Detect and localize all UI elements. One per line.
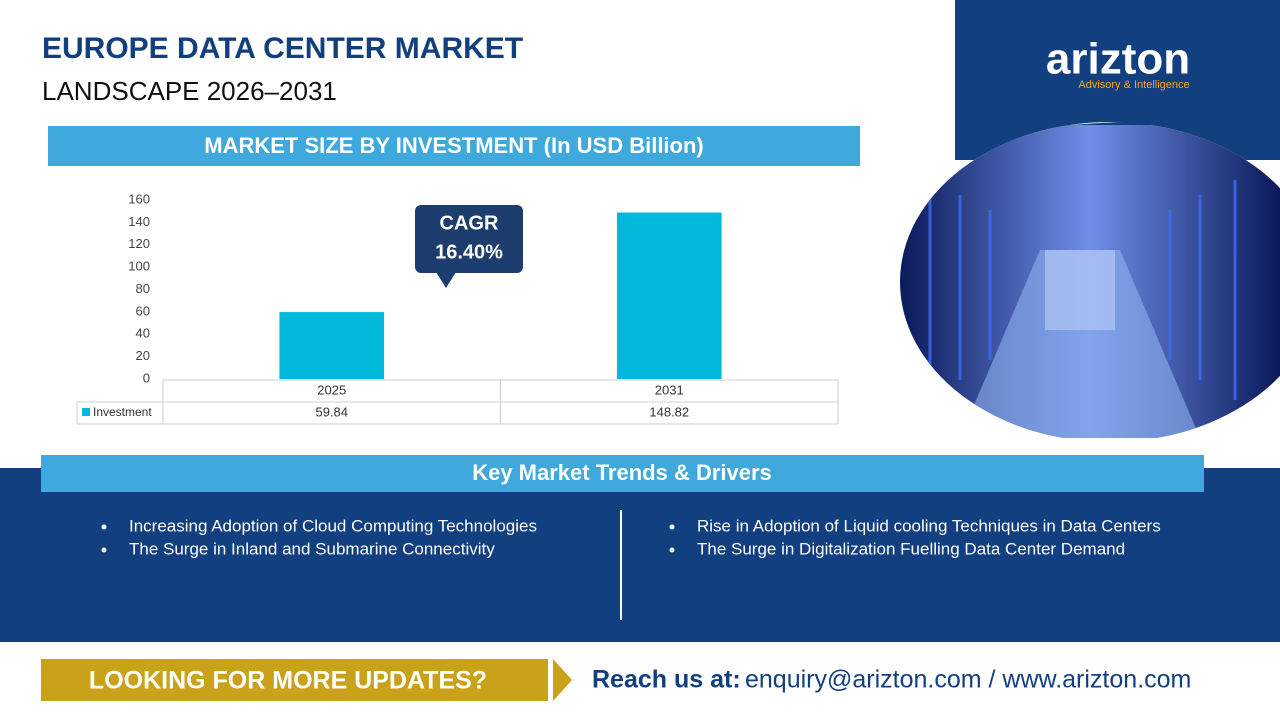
title: EUROPE DATA CENTER MARKET <box>42 32 523 65</box>
server-photo <box>900 122 1280 440</box>
trends-list: Increasing Adoption of Cloud Computing T… <box>101 516 1161 558</box>
y-tick-label: 120 <box>128 236 150 251</box>
cagr-value: 16.40% <box>435 241 503 263</box>
photo-frame <box>955 121 1280 160</box>
bullet <box>669 547 675 553</box>
y-tick-label: 160 <box>128 191 150 206</box>
bar <box>279 312 385 379</box>
chart-title: MARKET SIZE BY INVESTMENT (In USD Billio… <box>204 133 704 158</box>
y-tick-label: 100 <box>128 259 150 274</box>
y-tick-label: 20 <box>136 348 150 363</box>
table-value: 59.84 <box>315 404 348 419</box>
contact-details: enquiry@arizton.com / www.arizton.com <box>745 666 1191 694</box>
subtitle: LANDSCAPE 2026–2031 <box>42 76 337 106</box>
trends-title-bar <box>41 455 1204 492</box>
trend-item: Increasing Adoption of Cloud Computing T… <box>129 516 537 535</box>
x-tick-label: 2025 <box>317 382 346 397</box>
y-tick-label: 0 <box>143 370 150 385</box>
logo-name: arizton <box>1046 35 1190 84</box>
bullet <box>669 524 675 530</box>
cta-arrow <box>553 659 572 701</box>
y-tick-label: 140 <box>128 214 150 229</box>
cagr-label: CAGR <box>440 212 499 234</box>
legend-swatch <box>82 408 90 416</box>
trend-item: The Surge in Inland and Submarine Connec… <box>129 539 495 558</box>
legend-label: Investment <box>93 405 152 419</box>
x-tick-label: 2031 <box>655 382 684 397</box>
trend-item: Rise in Adoption of Liquid cooling Techn… <box>697 516 1161 535</box>
bar <box>616 212 722 379</box>
cagr-callout <box>415 205 523 273</box>
logo-tagline: Advisory & Intelligence <box>1078 79 1189 91</box>
callout-pointer <box>436 272 456 288</box>
contact-label: Reach us at: <box>592 666 741 694</box>
trend-item: The Surge in Digitalization Fuelling Dat… <box>697 539 1125 558</box>
chart-title-bar <box>48 126 860 166</box>
cta-text: LOOKING FOR MORE UPDATES? <box>89 667 487 695</box>
y-tick-label: 40 <box>136 326 150 341</box>
y-tick-label: 80 <box>136 281 150 296</box>
bullet <box>101 547 107 553</box>
cta-bar <box>41 659 548 701</box>
table-value: 148.82 <box>649 404 689 419</box>
trends-panel <box>0 468 1280 642</box>
y-tick-label: 60 <box>136 303 150 318</box>
bullet <box>101 524 107 530</box>
trends-title: Key Market Trends & Drivers <box>472 460 772 485</box>
chart: 0 20 40 60 80 100 120 140 160 Investment 2025 59.84… <box>76 191 839 425</box>
